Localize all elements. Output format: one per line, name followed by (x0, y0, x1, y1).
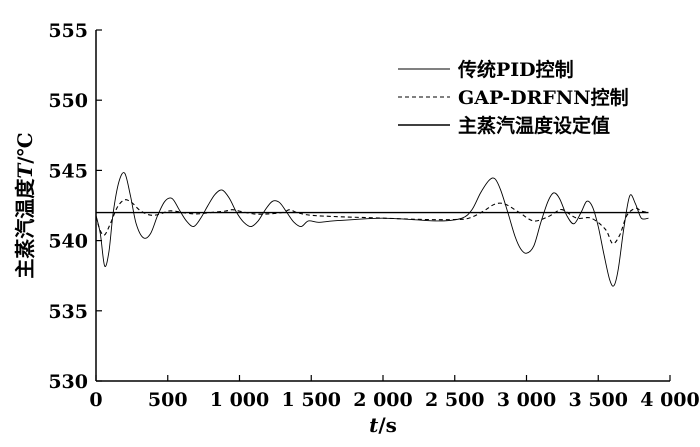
y-axis-title-unit: /℃ (13, 132, 37, 163)
series-layer (95, 172, 649, 287)
legend-item-gap-drfnn: GAP-DRFNN控制 (398, 86, 629, 109)
y-tick-label-4: 550 (48, 90, 88, 112)
x-tick-label-8: 4 000 (640, 389, 700, 411)
x-tick-label-4: 2 000 (353, 389, 413, 411)
series-line-pid (95, 172, 649, 287)
y-tick-label-5: 555 (48, 20, 88, 42)
y-axis-ticks: 530 535 540 545 550 555 (48, 20, 102, 393)
x-tick-label-1: 500 (148, 389, 188, 411)
x-tick-label-6: 3 000 (497, 389, 557, 411)
plot-area: 0 500 1 000 1 500 2 000 2 500 3 000 3 500 4 000 … (48, 20, 699, 411)
legend-label: 主蒸汽温度设定值 (458, 114, 610, 137)
x-tick-label-2: 1 000 (210, 389, 270, 411)
y-tick-label-1: 535 (48, 301, 88, 323)
x-axis-ticks: 0 500 1 000 1 500 2 000 2 500 3 000 3 500 4 000 (89, 375, 700, 411)
y-tick-label-3: 545 (48, 160, 88, 182)
x-axis-title-var: t (369, 413, 379, 437)
x-axis-title: t/s (369, 413, 397, 437)
y-axis-title-var: T (13, 162, 37, 179)
series-line-gap-drfnn (95, 199, 649, 245)
legend-label: 传统PID控制 (457, 58, 574, 81)
legend-item-setpoint: 主蒸汽温度设定值 (398, 114, 610, 137)
x-tick-label-5: 2 500 (425, 389, 485, 411)
x-tick-label-7: 3 500 (569, 389, 629, 411)
y-tick-label-0: 530 (48, 371, 88, 393)
legend-label: GAP-DRFNN控制 (458, 86, 629, 109)
y-axis-title-prefix: 主蒸汽温度 (13, 178, 37, 279)
legend-item-pid: 传统PID控制 (398, 58, 574, 81)
y-axis-title: 主蒸汽温度T/℃ (13, 132, 37, 278)
y-tick-label-2: 540 (48, 231, 88, 253)
x-axis-title-unit: /s (378, 413, 397, 437)
x-tick-label-0: 0 (89, 389, 102, 411)
x-tick-label-3: 1 500 (282, 389, 342, 411)
